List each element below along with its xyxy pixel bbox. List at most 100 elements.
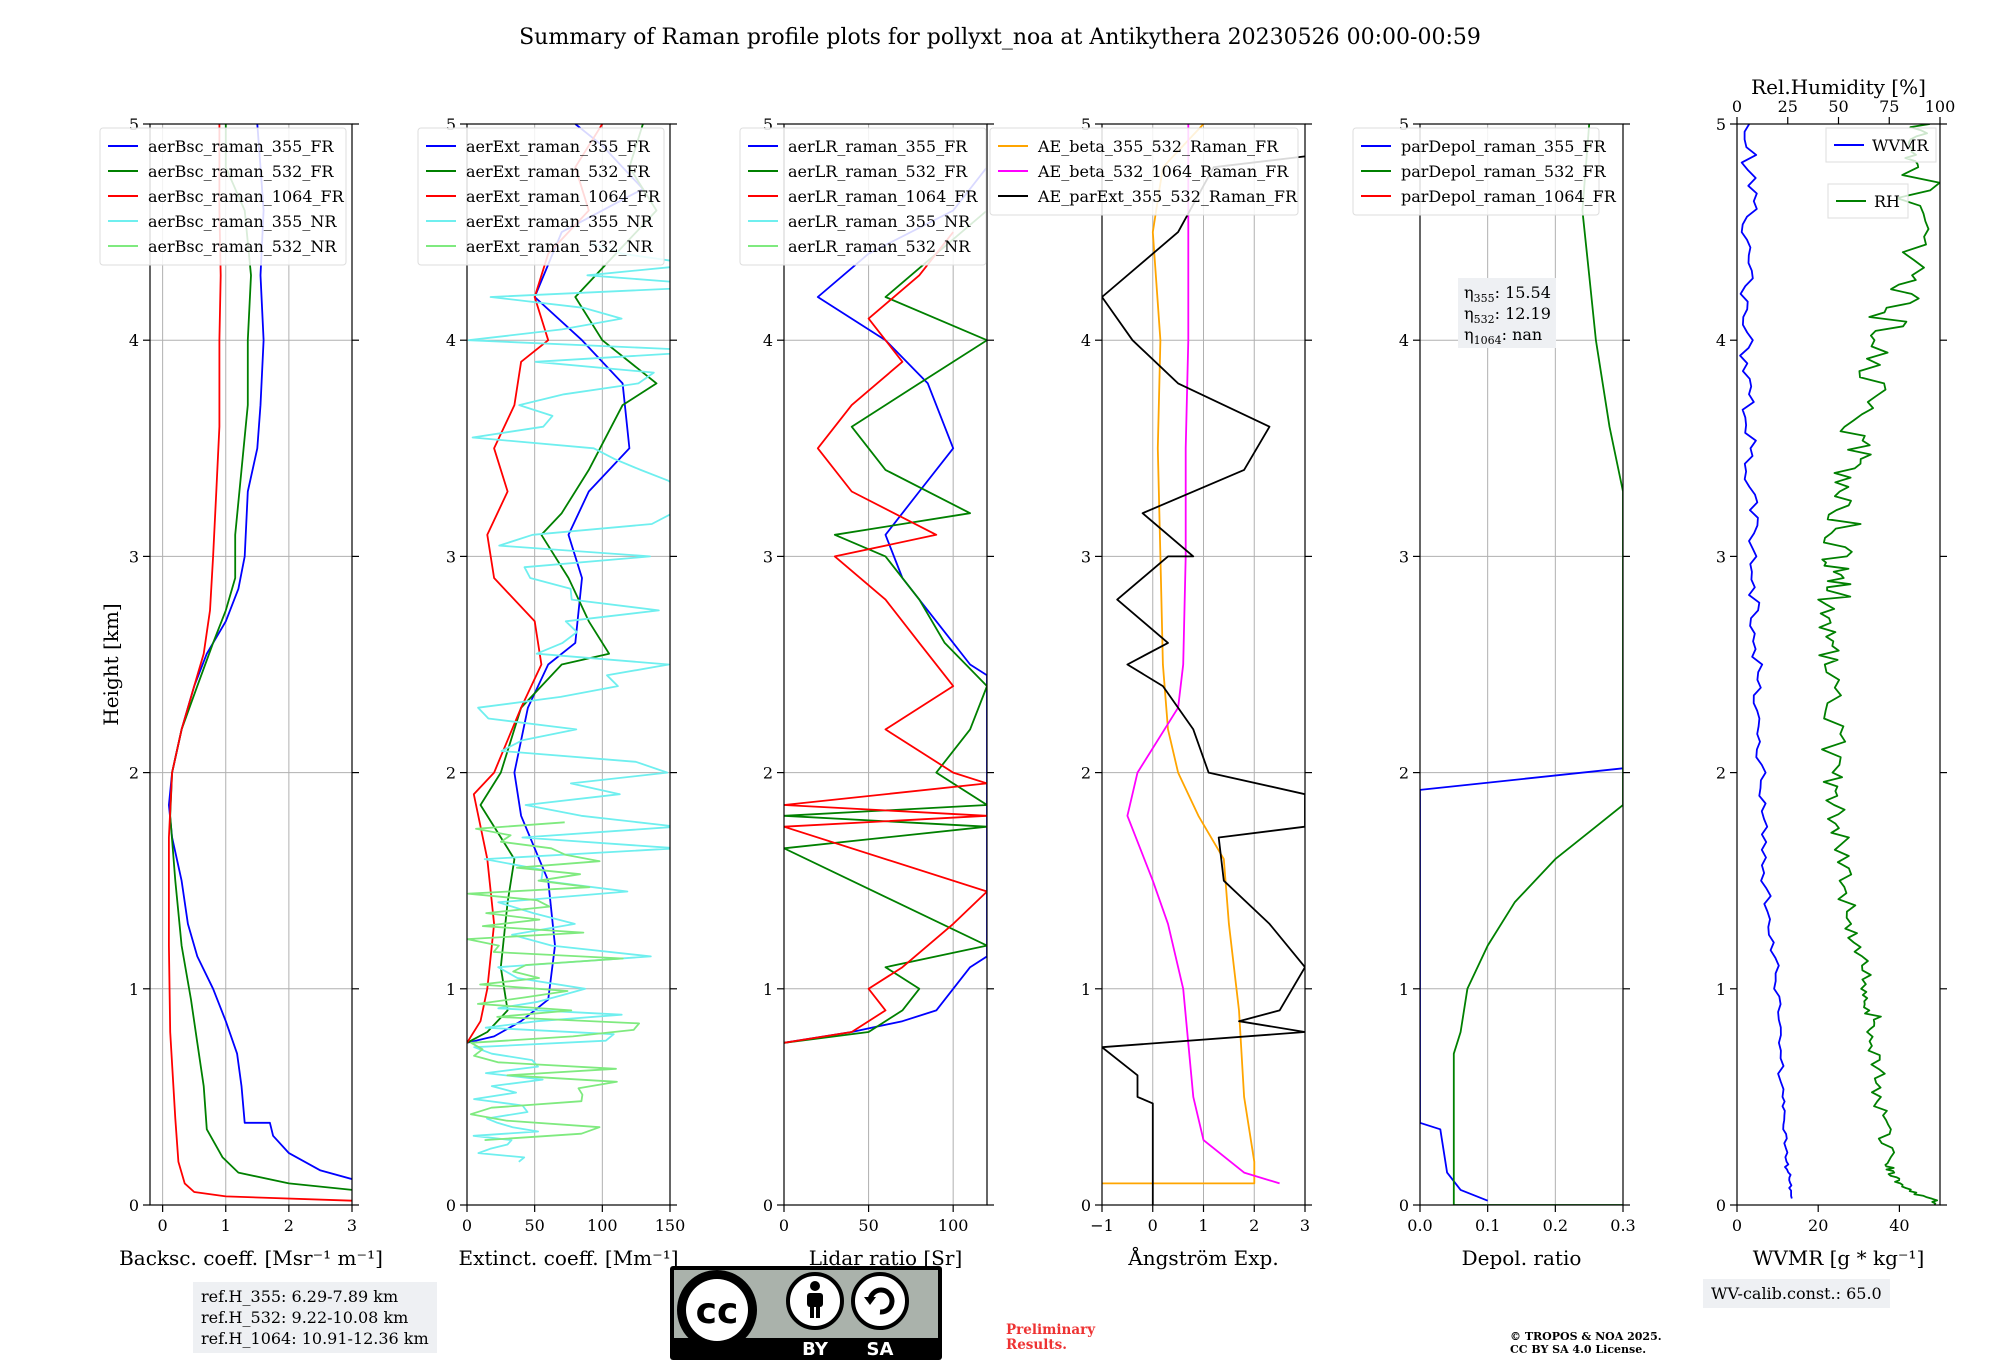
- y-tick-label: 5: [446, 115, 456, 134]
- eta-line: η1064: nan: [1464, 325, 1542, 347]
- share-alike-icon: [851, 1272, 909, 1330]
- series-line-pardepol-raman-532-fr: [1452, 124, 1623, 1205]
- x-tick-label: 0.2: [1543, 1216, 1568, 1235]
- series-group: [467, 124, 670, 1163]
- y-tick-label: 0: [129, 1196, 139, 1215]
- y-tick-label: 3: [763, 547, 773, 566]
- y-tick-label: 3: [1716, 547, 1726, 566]
- legend-label: aerBsc_raman_532_NR: [148, 237, 337, 256]
- axes-frame: [149, 123, 353, 1206]
- y-tick-label: 2: [1399, 764, 1409, 783]
- x-tick-label: 0: [1732, 1216, 1742, 1235]
- series-group: [1739, 124, 1940, 1205]
- eta-line: η355: 15.54: [1464, 283, 1551, 305]
- copyright-notice: © TROPOS & NOA 2025. CC BY SA 4.0 Licens…: [1510, 1330, 1710, 1356]
- y-tick-label: 2: [446, 764, 456, 783]
- twin-x-tick-label: 75: [1879, 97, 1899, 116]
- series-group: [1102, 124, 1305, 1205]
- legend-box: [739, 127, 987, 266]
- y-tick-label: 3: [1399, 547, 1409, 566]
- y-tick-label: 2: [1081, 764, 1091, 783]
- x-tick-label: 0.3: [1610, 1216, 1635, 1235]
- series-line-ae-parext-355-532-raman-fr: [1102, 155, 1305, 1205]
- legend-label: aerExt_raman_532_FR: [466, 162, 651, 181]
- x-tick-label: 20: [1808, 1216, 1828, 1235]
- legend-label: aerExt_raman_355_FR: [466, 137, 651, 156]
- legend-box: [99, 127, 347, 266]
- legend-label: aerLR_raman_1064_FR: [788, 187, 978, 206]
- series-group: [1420, 124, 1623, 1205]
- series-line-aerbsc-raman-355-fr: [168, 124, 352, 1180]
- y-tick-label: 0: [446, 1196, 456, 1215]
- y-tick-label: 3: [129, 547, 139, 566]
- reference-height-box: ref.H_355: 6.29-7.89 km ref.H_532: 9.22-…: [193, 1282, 437, 1353]
- series-line-aerext-raman-355-nr: [467, 242, 670, 1163]
- legend-label: aerExt_raman_355_NR: [466, 212, 654, 231]
- y-axis-label: Height [km]: [99, 603, 123, 725]
- y-tick-label: 1: [1081, 980, 1091, 999]
- legend-label: aerBsc_raman_355_FR: [148, 137, 334, 156]
- series-line-aerlr-raman-355-fr: [784, 166, 987, 1044]
- y-tick-label: 5: [1399, 115, 1409, 134]
- cc-logo-text: cc: [696, 1291, 739, 1332]
- series-group: [168, 124, 352, 1202]
- wv-calibration-box: WV-calib.const.: 65.0: [1703, 1279, 1890, 1308]
- cc-by-sa-license-badge: cc BY SA: [670, 1266, 942, 1360]
- ref-height-532: ref.H_532: 9.22-10.08 km: [201, 1308, 409, 1327]
- legend-label: aerLR_raman_532_NR: [788, 237, 971, 256]
- x-tick-label: 0: [462, 1216, 472, 1235]
- x-tick-label: 100: [938, 1216, 969, 1235]
- figure-title: Summary of Raman profile plots for polly…: [519, 25, 1481, 50]
- series-line-rh: [1817, 124, 1940, 1205]
- x-tick-label: 150: [655, 1216, 686, 1235]
- y-tick-label: 4: [1716, 331, 1726, 350]
- series-line-pardepol-raman-355-fr: [1420, 767, 1623, 1202]
- x-axis-label: Backsc. coeff. [Msr⁻¹ m⁻¹]: [119, 1246, 383, 1270]
- x-tick-label: −1: [1090, 1216, 1114, 1235]
- series-line-ae-beta-355-532-raman-fr: [1102, 124, 1256, 1185]
- chart-panel-2: 0 50 100 150 0 1 2 3 4 5 Extinct. coeff. [Mm⁻¹] aer…: [417, 115, 686, 1270]
- y-tick-label: 1: [446, 980, 456, 999]
- series-line-aerlr-raman-532-fr: [784, 209, 987, 1044]
- axes-frame: [1736, 123, 1941, 1206]
- y-tick-label: 1: [129, 980, 139, 999]
- y-tick-label: 0: [1399, 1196, 1409, 1215]
- x-tick-label: 2: [1249, 1216, 1259, 1235]
- axes-frame: [466, 123, 671, 1206]
- series-line-aerext-raman-532-nr: [467, 821, 640, 1141]
- legend-label: parDepol_raman_1064_FR: [1401, 187, 1617, 206]
- y-tick-label: 4: [129, 331, 139, 350]
- y-tick-label: 5: [1081, 115, 1091, 134]
- y-tick-label: 5: [129, 115, 139, 134]
- legend: parDepol_raman_355_FR parDepol_raman_532_…: [1352, 127, 1617, 216]
- x-axis-label: WVMR [g * kg⁻¹]: [1753, 1246, 1925, 1270]
- series-line-aerlr-raman-1064-fr: [784, 231, 987, 1044]
- x-tick-label: 3: [1300, 1216, 1310, 1235]
- copyright-line: © TROPOS & NOA 2025.: [1510, 1330, 1662, 1343]
- legend-label: aerBsc_raman_532_FR: [148, 162, 334, 181]
- series-line-ae-beta-532-1064-raman-fr: [1126, 124, 1280, 1185]
- legend-label: aerBsc_raman_1064_FR: [148, 187, 345, 206]
- x-axis-label: Depol. ratio: [1462, 1246, 1582, 1270]
- chart-panel-6: 0 20 40 0 1 2 3 4 5 WVMR [g * kg⁻¹] 0 25 50 75 100Rel.…: [1716, 75, 1955, 1270]
- legend-label: AE_beta_532_1064_Raman_FR: [1037, 162, 1289, 181]
- chart-panel-5: 0.0 0.1 0.2 0.3 0 1 2 3 4 5 Depol. ratio parDepol_r…: [1352, 115, 1636, 1270]
- y-tick-label: 3: [1081, 547, 1091, 566]
- x-tick-label: 100: [587, 1216, 618, 1235]
- legend: aerExt_raman_355_FR aerExt_raman_532_FRae…: [417, 127, 665, 266]
- x-tick-label: 0: [158, 1216, 168, 1235]
- twin-x-tick-label: 0: [1732, 97, 1742, 116]
- ref-height-355: ref.H_355: 6.29-7.89 km: [201, 1287, 399, 1306]
- legend-label: aerExt_raman_532_NR: [466, 237, 654, 256]
- y-tick-label: 4: [1399, 331, 1409, 350]
- x-tick-label: 1: [221, 1216, 231, 1235]
- legend-label: aerLR_raman_355_FR: [788, 137, 968, 156]
- x-tick-label: 0.1: [1475, 1216, 1500, 1235]
- x-tick-label: 50: [524, 1216, 544, 1235]
- y-tick-label: 5: [1716, 115, 1726, 134]
- x-tick-label: 50: [858, 1216, 878, 1235]
- series-line-aerext-raman-1064-fr: [467, 124, 604, 1044]
- ref-height-1064: ref.H_1064: 10.91-12.36 km: [201, 1329, 429, 1348]
- y-tick-label: 4: [763, 331, 773, 350]
